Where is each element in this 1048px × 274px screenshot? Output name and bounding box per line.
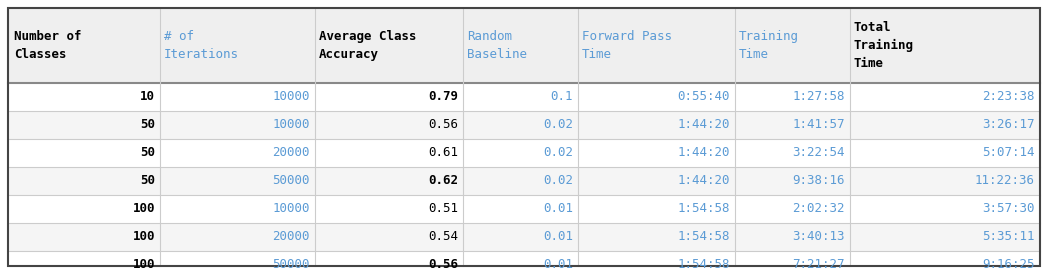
- Text: 3:57:30: 3:57:30: [983, 202, 1035, 215]
- Text: Forward Pass
Time: Forward Pass Time: [582, 30, 672, 61]
- Text: Average Class
Accuracy: Average Class Accuracy: [319, 30, 416, 61]
- Text: 0.02: 0.02: [543, 147, 573, 159]
- Bar: [8, 223, 1040, 251]
- Text: 10000: 10000: [272, 118, 310, 132]
- Text: 10: 10: [140, 90, 155, 104]
- Text: 0.01: 0.01: [543, 258, 573, 272]
- Text: 100: 100: [132, 230, 155, 244]
- Bar: [8, 8, 1040, 83]
- Text: 0:55:40: 0:55:40: [677, 90, 730, 104]
- Text: 1:27:58: 1:27:58: [792, 90, 845, 104]
- Text: Training
Time: Training Time: [739, 30, 799, 61]
- Text: 100: 100: [132, 258, 155, 272]
- Text: 10000: 10000: [272, 202, 310, 215]
- Text: 0.1: 0.1: [550, 90, 573, 104]
- Text: 0.56: 0.56: [428, 258, 458, 272]
- Text: 1:44:20: 1:44:20: [677, 175, 730, 187]
- Bar: [8, 167, 1040, 195]
- Text: 2:02:32: 2:02:32: [792, 202, 845, 215]
- Text: 3:40:13: 3:40:13: [792, 230, 845, 244]
- Text: 3:26:17: 3:26:17: [983, 118, 1035, 132]
- Text: 20000: 20000: [272, 230, 310, 244]
- Text: 1:54:58: 1:54:58: [677, 202, 730, 215]
- Bar: [8, 251, 1040, 274]
- Text: 0.01: 0.01: [543, 230, 573, 244]
- Text: 9:16:25: 9:16:25: [983, 258, 1035, 272]
- Text: 1:44:20: 1:44:20: [677, 147, 730, 159]
- Text: 0.02: 0.02: [543, 118, 573, 132]
- Text: 0.61: 0.61: [428, 147, 458, 159]
- Bar: [8, 195, 1040, 223]
- Text: 11:22:36: 11:22:36: [975, 175, 1035, 187]
- Text: 1:41:57: 1:41:57: [792, 118, 845, 132]
- Text: 50000: 50000: [272, 258, 310, 272]
- Text: 0.79: 0.79: [428, 90, 458, 104]
- Text: 20000: 20000: [272, 147, 310, 159]
- Text: 0.02: 0.02: [543, 175, 573, 187]
- Text: 0.54: 0.54: [428, 230, 458, 244]
- Text: 10000: 10000: [272, 90, 310, 104]
- Text: 50: 50: [140, 175, 155, 187]
- Text: 0.01: 0.01: [543, 202, 573, 215]
- Bar: [8, 111, 1040, 139]
- Text: 3:22:54: 3:22:54: [792, 147, 845, 159]
- Text: # of
Iterations: # of Iterations: [163, 30, 239, 61]
- Text: Number of
Classes: Number of Classes: [14, 30, 82, 61]
- Text: 5:07:14: 5:07:14: [983, 147, 1035, 159]
- Text: 1:44:20: 1:44:20: [677, 118, 730, 132]
- Text: 50: 50: [140, 147, 155, 159]
- Text: 0.62: 0.62: [428, 175, 458, 187]
- Text: 100: 100: [132, 202, 155, 215]
- Text: 7:21:27: 7:21:27: [792, 258, 845, 272]
- Text: 0.51: 0.51: [428, 202, 458, 215]
- Text: Random
Baseline: Random Baseline: [467, 30, 527, 61]
- Text: 1:54:58: 1:54:58: [677, 230, 730, 244]
- Text: 2:23:38: 2:23:38: [983, 90, 1035, 104]
- Text: 0.56: 0.56: [428, 118, 458, 132]
- Text: 50000: 50000: [272, 175, 310, 187]
- Text: 50: 50: [140, 118, 155, 132]
- Bar: [8, 139, 1040, 167]
- Text: 5:35:11: 5:35:11: [983, 230, 1035, 244]
- Text: 1:54:58: 1:54:58: [677, 258, 730, 272]
- Text: 9:38:16: 9:38:16: [792, 175, 845, 187]
- Text: Total
Training
Time: Total Training Time: [854, 21, 914, 70]
- Bar: [8, 83, 1040, 111]
